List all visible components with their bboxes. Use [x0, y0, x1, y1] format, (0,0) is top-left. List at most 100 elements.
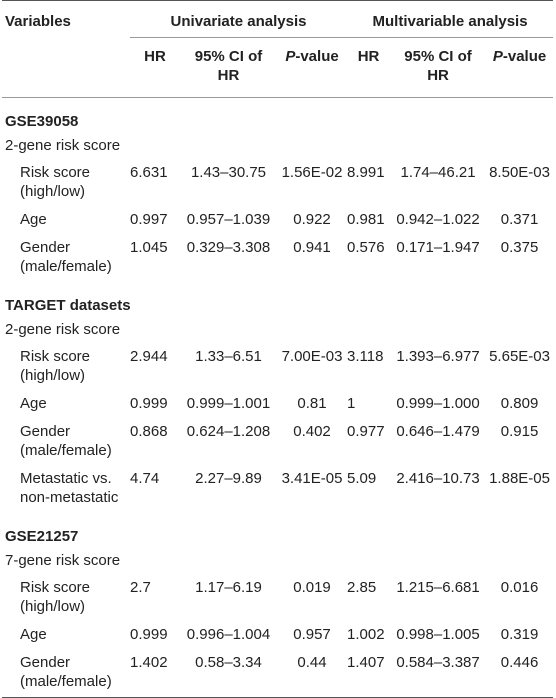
uni-ci-cell: 0.999–1.001 [186, 395, 271, 412]
uni-p-cell: 0.957 [293, 626, 331, 643]
multivariable-header: Multivariable analysis [347, 0, 554, 38]
uni-ci-cell: 1.43–30.75 [190, 164, 267, 181]
uni-ci-cell: 2.27–9.89 [195, 470, 262, 487]
multi-hr-cell: 0.977 [347, 423, 385, 440]
multi-p-cell: 1.88E-05 [489, 470, 550, 487]
section-title: GSE39058 [5, 113, 79, 130]
multi-hr-cell: 1.002 [347, 626, 385, 643]
multi-ci-cell: 0.171–1.947 [396, 239, 480, 256]
multi-ci-cell: 0.998–1.005 [396, 626, 480, 643]
multi-hr-cell: 8.991 [347, 164, 385, 181]
table-body: GSE39058 2-gene risk score Risk score (high… [2, 98, 554, 698]
multi-hr-cell: 5.09 [347, 470, 377, 487]
score-label: 2-gene risk score [5, 321, 121, 338]
score-label: 7-gene risk score [5, 552, 121, 569]
score-row: 2-gene risk score [2, 318, 553, 344]
multi-p-cell: 0.375 [500, 239, 539, 256]
blank-header-cell [2, 38, 130, 98]
uni-ci-cell: 1.33–6.51 [195, 348, 262, 365]
uni-ci-cell: 1.17–6.19 [195, 579, 262, 596]
uni-ci-cell: 0.624–1.208 [186, 423, 271, 440]
multi-ci-cell: 2.416–10.73 [396, 470, 480, 487]
variable-label: Gender (male/female) [20, 654, 112, 690]
table-row: Gender (male/female) 1.045 0.329–3.308 0.941… [2, 235, 553, 282]
multi-hr-cell: 1 [347, 395, 356, 412]
multi-p-cell: 0.915 [500, 423, 539, 440]
variable-label: Risk score (high/low) [20, 164, 91, 200]
uni-hr-cell: 0.999 [130, 395, 168, 412]
multi-ci-cell: 1.215–6.681 [396, 579, 480, 596]
uni-ci-header: 95% CI of HR [194, 48, 263, 84]
multi-ci-header: 95% CI of HR [404, 48, 472, 84]
table-row: Age 0.997 0.957–1.039 0.922 0.981 0.942–1.022… [2, 207, 553, 235]
table-row: Risk score (high/low) 6.631 1.43–30.75 1.56E… [2, 160, 553, 207]
multi-p-cell: 0.446 [500, 654, 539, 671]
variable-label: Risk score (high/low) [20, 348, 91, 384]
table-row: Risk score (high/low) 2.7 1.17–6.19 0.019 2.8… [2, 575, 553, 622]
multi-ci-cell: 0.646–1.479 [396, 423, 480, 440]
score-row: 7-gene risk score [2, 549, 553, 575]
multi-p-cell: 0.016 [500, 579, 539, 596]
uni-p-cell: 0.922 [293, 211, 331, 228]
uni-p-cell: 3.41E-05 [281, 470, 343, 487]
section-title: TARGET datasets [5, 297, 131, 314]
multi-ci-cell: 0.999–1.000 [396, 395, 480, 412]
uni-p-cell: 1.56E-02 [281, 164, 343, 181]
multi-hr-cell: 0.576 [347, 239, 385, 256]
multi-hr-cell: 1.407 [347, 654, 385, 671]
section-row: GSE39058 [2, 98, 553, 135]
table-row: Age 0.999 0.996–1.004 0.957 1.002 0.998–1.005… [2, 622, 553, 650]
multi-hr-cell: 3.118 [347, 348, 384, 365]
uni-ci-cell: 0.329–3.308 [186, 239, 271, 256]
univariate-header: Univariate analysis [130, 0, 348, 38]
multi-hr-cell: 2.85 [347, 579, 377, 596]
variables-header: Variables [5, 13, 71, 30]
uni-ci-cell: 0.58–3.34 [195, 654, 262, 671]
uni-ci-cell: 0.996–1.004 [186, 626, 271, 643]
uni-hr-cell: 1.402 [130, 654, 168, 671]
uni-p-header: P-value [285, 48, 339, 65]
variable-label: Risk score (high/low) [20, 579, 91, 615]
uni-p-cell: 0.81 [297, 395, 327, 412]
uni-ci-cell: 0.957–1.039 [186, 211, 271, 228]
multi-ci-cell: 1.74–46.21 [400, 164, 476, 181]
variable-label: Gender (male/female) [20, 239, 112, 275]
uni-p-cell: 0.402 [293, 423, 331, 440]
multi-p-header: P-value [492, 48, 547, 65]
uni-hr-header: HR [144, 48, 166, 65]
table-row: Age 0.999 0.999–1.001 0.81 1 0.999–1.000 0.809 [2, 391, 553, 419]
multi-hr-cell: 0.981 [347, 211, 385, 228]
multi-p-cell: 0.809 [500, 395, 539, 412]
uni-hr-cell: 0.997 [130, 211, 168, 228]
section-title: GSE21257 [5, 528, 79, 545]
variable-label: Metastatic vs. non-metastatic [20, 470, 119, 506]
table-row: Gender (male/female) 1.402 0.58–3.34 0.44 1.4… [2, 650, 554, 698]
multi-p-cell: 5.65E-03 [489, 348, 550, 365]
multi-p-cell: 8.50E-03 [489, 164, 550, 181]
multi-hr-header: HR [357, 48, 380, 65]
table-row: Risk score (high/low) 2.944 1.33–6.51 7.00E-… [2, 344, 553, 391]
table-row: Gender (male/female) 0.868 0.624–1.208 0.402… [2, 419, 553, 466]
multi-ci-cell: 0.584–3.387 [396, 654, 480, 671]
variable-label: Age [20, 211, 47, 228]
uni-p-cell: 7.00E-03 [281, 348, 343, 365]
variable-label: Age [20, 626, 47, 643]
multi-p-cell: 0.371 [500, 211, 539, 228]
uni-hr-cell: 4.74 [130, 470, 160, 487]
uni-hr-cell: 2.7 [130, 579, 151, 596]
score-row: 2-gene risk score [2, 134, 553, 160]
multi-p-cell: 0.319 [500, 626, 539, 643]
section-row: GSE21257 [2, 513, 553, 549]
uni-p-cell: 0.019 [293, 579, 331, 596]
table-row: Metastatic vs. non-metastatic 4.74 2.27–9.8… [2, 466, 553, 513]
uni-hr-cell: 0.868 [130, 423, 168, 440]
uni-hr-cell: 2.944 [130, 348, 168, 365]
variable-label: Gender (male/female) [20, 423, 112, 459]
uni-hr-cell: 0.999 [130, 626, 168, 643]
multi-ci-cell: 1.393–6.977 [396, 348, 480, 365]
uni-hr-cell: 1.045 [130, 239, 168, 256]
uni-p-cell: 0.44 [297, 654, 327, 671]
variable-label: Age [20, 395, 47, 412]
section-row: TARGET datasets [2, 282, 553, 318]
